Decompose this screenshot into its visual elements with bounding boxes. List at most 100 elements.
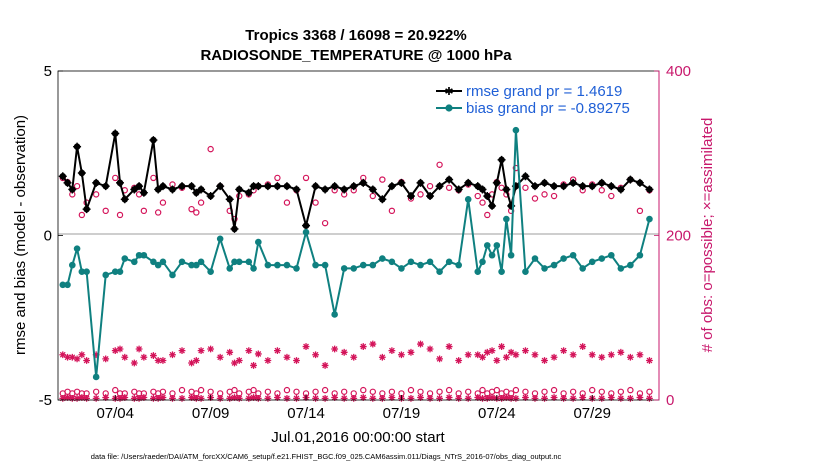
rmse-point-star [292, 185, 301, 194]
obs-assimilated-point [254, 394, 262, 402]
rmse-point-star [607, 182, 616, 191]
series-bias [59, 126, 653, 381]
obs-assimilated-point [159, 394, 167, 401]
obs-possible-point [445, 386, 453, 394]
rmse-point-star [378, 195, 387, 204]
bias-point [359, 261, 367, 269]
obs-assimilated-point [73, 394, 81, 402]
obs-assimilated-point [92, 351, 100, 359]
obs-possible-point [369, 388, 377, 395]
obs-assimilated-point [417, 340, 424, 348]
obs-assimilated-point [617, 348, 625, 356]
obs-assimilated-point [130, 394, 138, 402]
obs-assimilated-point [254, 350, 262, 358]
obs-possible-point [598, 388, 605, 395]
obs-possible-point [474, 192, 481, 200]
obs-assimilated-point [522, 394, 529, 401]
rmse-point-star [63, 178, 72, 187]
obs-assimilated-point [135, 345, 143, 353]
obs-assimilated-point [83, 357, 91, 364]
bias-point [569, 251, 577, 259]
obs-assimilated-point [149, 394, 157, 402]
bias-point [598, 255, 606, 262]
obs-possible-point [207, 145, 214, 153]
rmse-point-star [616, 185, 625, 194]
rmse-point-star [340, 185, 349, 194]
rmse-point-star [273, 182, 282, 191]
obs-assimilated-point [522, 347, 529, 355]
obs-assimilated-point [531, 394, 539, 402]
rmse-point-star [588, 182, 597, 191]
bias-point [479, 258, 486, 266]
obs-assimilated-point [531, 351, 539, 359]
obs-assimilated-point [407, 394, 415, 402]
rmse-point-star [426, 192, 435, 201]
obs-possible-point [197, 199, 205, 206]
rmse-point-star [406, 192, 415, 201]
obs-assimilated-point [116, 345, 124, 353]
bias-point [131, 258, 138, 266]
obs-assimilated-point [321, 362, 329, 369]
obs-possible-point [250, 386, 257, 394]
rmse-point-star [488, 201, 497, 210]
obs-assimilated-point [436, 355, 443, 363]
bias-point [388, 258, 396, 266]
obs-possible-point [531, 195, 539, 202]
bias-point [216, 235, 224, 243]
x-tick-label: 07/29 [573, 405, 611, 422]
obs-assimilated-point [235, 357, 243, 364]
obs-assimilated-point [250, 394, 257, 401]
bias-point [507, 251, 515, 259]
rmse-point-star [192, 188, 201, 197]
y-axis-label: rmse and bias (model - observation) [12, 115, 29, 355]
rmse-point-star [597, 178, 606, 187]
obs-possible-point [541, 388, 548, 395]
rmse-point-star [149, 136, 158, 145]
obs-assimilated-point [417, 394, 424, 401]
obs-possible-point [608, 192, 615, 200]
obs-assimilated-point [149, 352, 157, 359]
obs-possible-point [484, 211, 491, 219]
series-obs-possible-lower- [59, 386, 653, 397]
obs-assimilated-point [188, 394, 195, 401]
obs-possible-point [426, 182, 434, 190]
obs-assimilated-point [369, 394, 377, 402]
obs-assimilated-point [64, 353, 71, 361]
obs-possible-point [636, 207, 644, 215]
obs-assimilated-point [226, 394, 234, 402]
bias-point [560, 255, 567, 262]
legend-bias-label: bias grand pr = -0.89275 [466, 100, 630, 117]
obs-assimilated-point [250, 362, 257, 369]
obs-assimilated-point [512, 351, 520, 359]
axis-ticks: 07/04 07/09 07/14 07/19 07/24 07/29 -5 0 5 0 200 40… [39, 63, 691, 422]
rmse-point-star [73, 142, 82, 151]
obs-possible-point [407, 386, 415, 394]
obs-possible-point [283, 199, 291, 206]
rmse-point-star [206, 192, 215, 201]
obs-assimilated-point [102, 394, 110, 401]
obs-assimilated-point [140, 394, 148, 401]
obs-assimilated-point [569, 394, 577, 402]
obs-assimilated-point [445, 343, 453, 350]
x-tick-label: 07/04 [96, 405, 134, 422]
obs-assimilated-point [121, 394, 129, 401]
rmse-point-star [502, 185, 511, 194]
rmse-point-star [154, 185, 163, 194]
obs-assimilated-point [464, 394, 472, 402]
rmse-point-star [254, 182, 263, 191]
bias-point [541, 265, 548, 272]
obs-assimilated-point [197, 394, 205, 402]
obs-assimilated-point [283, 394, 291, 402]
series-obs-assimilated-upper- [59, 340, 653, 369]
obs-possible-point [436, 388, 443, 395]
obs-possible-point [617, 388, 625, 395]
plot-area [58, 126, 654, 402]
bias-point [293, 265, 300, 272]
rmse-point-star [550, 182, 559, 191]
obs-assimilated-point [59, 351, 67, 359]
bias-point [64, 281, 71, 289]
obs-assimilated-point [68, 353, 76, 361]
rmse-point-star [225, 195, 234, 204]
obs-possible-point [283, 386, 291, 394]
bias-point [302, 228, 310, 236]
